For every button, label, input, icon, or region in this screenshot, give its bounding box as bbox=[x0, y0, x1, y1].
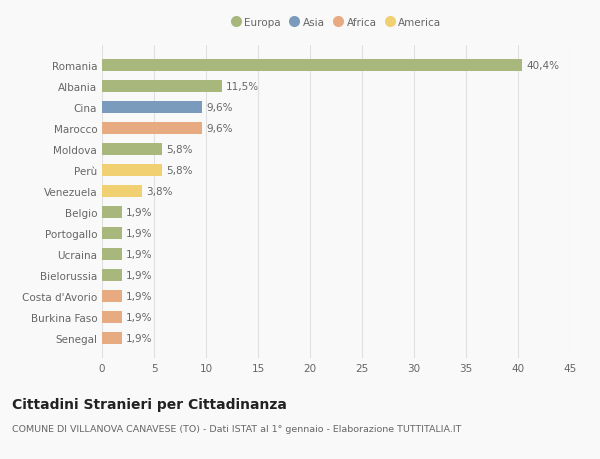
Text: 9,6%: 9,6% bbox=[206, 103, 233, 113]
Text: 1,9%: 1,9% bbox=[126, 312, 152, 322]
Text: 40,4%: 40,4% bbox=[526, 61, 559, 71]
Bar bbox=[102, 144, 163, 155]
Bar bbox=[102, 165, 163, 176]
Bar bbox=[102, 60, 522, 72]
Text: 1,9%: 1,9% bbox=[126, 249, 152, 259]
Text: 3,8%: 3,8% bbox=[146, 186, 172, 196]
Text: 11,5%: 11,5% bbox=[226, 82, 259, 92]
Bar bbox=[102, 207, 122, 218]
Bar bbox=[102, 332, 122, 344]
Text: 1,9%: 1,9% bbox=[126, 207, 152, 218]
Bar bbox=[102, 291, 122, 302]
Bar bbox=[102, 123, 202, 134]
Text: 1,9%: 1,9% bbox=[126, 270, 152, 280]
Text: 5,8%: 5,8% bbox=[166, 145, 193, 155]
Bar bbox=[102, 249, 122, 260]
Text: 1,9%: 1,9% bbox=[126, 333, 152, 343]
Text: COMUNE DI VILLANOVA CANAVESE (TO) - Dati ISTAT al 1° gennaio - Elaborazione TUTT: COMUNE DI VILLANOVA CANAVESE (TO) - Dati… bbox=[12, 425, 461, 434]
Text: Cittadini Stranieri per Cittadinanza: Cittadini Stranieri per Cittadinanza bbox=[12, 397, 287, 411]
Legend: Europa, Asia, Africa, America: Europa, Asia, Africa, America bbox=[226, 14, 446, 32]
Bar bbox=[102, 228, 122, 239]
Bar bbox=[102, 269, 122, 281]
Text: 1,9%: 1,9% bbox=[126, 291, 152, 301]
Bar bbox=[102, 102, 202, 113]
Bar bbox=[102, 81, 221, 93]
Bar bbox=[102, 311, 122, 323]
Bar bbox=[102, 186, 142, 197]
Text: 5,8%: 5,8% bbox=[166, 166, 193, 175]
Text: 9,6%: 9,6% bbox=[206, 123, 233, 134]
Text: 1,9%: 1,9% bbox=[126, 229, 152, 238]
